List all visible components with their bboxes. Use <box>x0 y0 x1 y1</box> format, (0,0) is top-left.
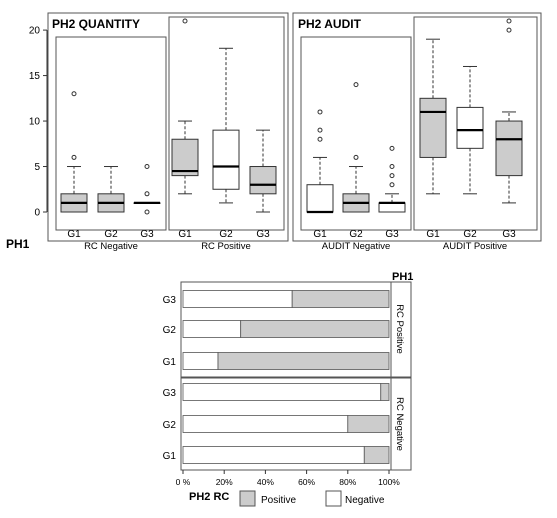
facet-title-ph1: PH1 <box>392 271 413 283</box>
box-body <box>456 106 484 149</box>
box-body <box>212 129 240 190</box>
box-category-label: G1 <box>67 229 81 240</box>
bar-category-label: G1 <box>163 357 177 368</box>
bar-segment-positive <box>217 352 390 370</box>
box-category-label: G3 <box>140 229 154 240</box>
box-category-label: G2 <box>104 229 118 240</box>
y-axis: 0 5 10 15 20 <box>29 26 48 219</box>
bar-segment-negative <box>182 446 365 464</box>
bar-category-label: G3 <box>163 388 177 399</box>
box-body <box>495 120 523 177</box>
box-body <box>306 184 334 213</box>
x-tick-label: 60% <box>298 477 315 487</box>
box-plots: G1 G2 G3 G1 G2 G3 G1 G2 G3 G1 G2 G3 <box>60 18 523 240</box>
group-frame-audit-positive <box>413 16 538 231</box>
x-axis-label: PH2 RC <box>189 491 229 503</box>
group-frame-audit-negative <box>300 36 412 231</box>
x-tick-label: 20% <box>216 477 233 487</box>
outlier-point <box>144 191 150 197</box>
outlier-point <box>182 18 188 24</box>
outlier-point <box>506 27 512 33</box>
box-category-label: G2 <box>463 229 477 240</box>
bar-segment-negative <box>182 290 293 308</box>
group-label-audit-negative: AUDIT Negative <box>322 241 390 252</box>
y-tick-label: 15 <box>29 71 41 82</box>
group-label-audit-positive: AUDIT Positive <box>443 241 507 252</box>
audit-panel-frame <box>292 12 542 242</box>
y-tick-label: 10 <box>29 117 41 128</box>
y-tick-label: 5 <box>34 162 40 173</box>
bar-category-label: G2 <box>163 420 177 431</box>
bar-segment-positive <box>347 415 390 433</box>
outlier-point <box>353 154 359 160</box>
facet-label-rc-positive: RC Positive <box>394 304 405 354</box>
group-label-rc-positive: RC Positive <box>201 241 251 252</box>
x-tick-label: 80% <box>339 477 356 487</box>
stacked-bars: G3 G2 G1 G3 G2 G1 <box>163 290 390 464</box>
quantity-panel-frame <box>47 12 289 242</box>
outlier-point <box>506 18 512 24</box>
outlier-point <box>144 164 150 170</box>
outlier-point <box>317 127 323 133</box>
box-category-label: G1 <box>426 229 440 240</box>
box-body <box>378 202 406 213</box>
outlier-point <box>317 109 323 115</box>
bar-segment-positive <box>363 446 390 464</box>
outlier-point <box>317 136 323 142</box>
bar-segment-negative <box>182 383 382 401</box>
box-category-label: G1 <box>313 229 327 240</box>
legend-swatch-negative <box>325 490 342 507</box>
bar-category-label: G1 <box>163 451 177 462</box>
bar-segment-positive <box>240 320 390 338</box>
bar-segment-negative <box>182 320 242 338</box>
box-body <box>419 97 447 158</box>
box-category-label: G3 <box>256 229 270 240</box>
outlier-point <box>389 164 395 170</box>
audit-chart-title: PH2 AUDIT <box>298 17 362 31</box>
bar-category-label: G2 <box>163 325 177 336</box>
outlier-point <box>353 82 359 88</box>
group-label-rc-negative: RC Negative <box>84 241 138 252</box>
group-frame-rc-positive <box>168 16 285 231</box>
quantity-chart-title: PH2 QUANTITY <box>52 17 140 31</box>
outlier-point <box>389 173 395 179</box>
outlier-point <box>71 91 77 97</box>
legend-label-positive: Positive <box>261 495 296 506</box>
box-category-label: G2 <box>219 229 233 240</box>
bar-segment-positive <box>291 290 390 308</box>
outlier-point <box>71 154 77 160</box>
legend-swatch-positive <box>239 490 256 507</box>
legend-label-negative: Negative <box>345 495 385 506</box>
y-tick-label: 0 <box>34 208 40 219</box>
outlier-point <box>389 182 395 188</box>
bar-segment-negative <box>182 352 219 370</box>
outlier-point <box>389 145 395 151</box>
x-tick-label: 100% <box>378 477 400 487</box>
facet-strip-rc-negative <box>390 377 412 471</box>
group-frame-rc-negative <box>55 36 167 231</box>
box-category-label: G3 <box>385 229 399 240</box>
box-category-label: G3 <box>502 229 516 240</box>
y-tick-label: 20 <box>29 26 41 37</box>
box-body <box>171 138 199 177</box>
box-body <box>249 166 277 195</box>
ph1-row-label: PH1 <box>6 237 30 251</box>
x-axis: 0 % 20% 40% 60% 80% 100% <box>176 470 400 487</box>
box-category-label: G1 <box>178 229 192 240</box>
x-tick-label: 0 % <box>176 477 191 487</box>
x-tick-label: 40% <box>257 477 274 487</box>
bar-category-label: G3 <box>163 295 177 306</box>
box-category-label: G2 <box>349 229 363 240</box>
bar-segment-positive <box>380 383 390 401</box>
outlier-point <box>144 209 150 215</box>
bar-segment-negative <box>182 415 349 433</box>
facet-label-rc-negative: RC Negative <box>394 397 405 451</box>
